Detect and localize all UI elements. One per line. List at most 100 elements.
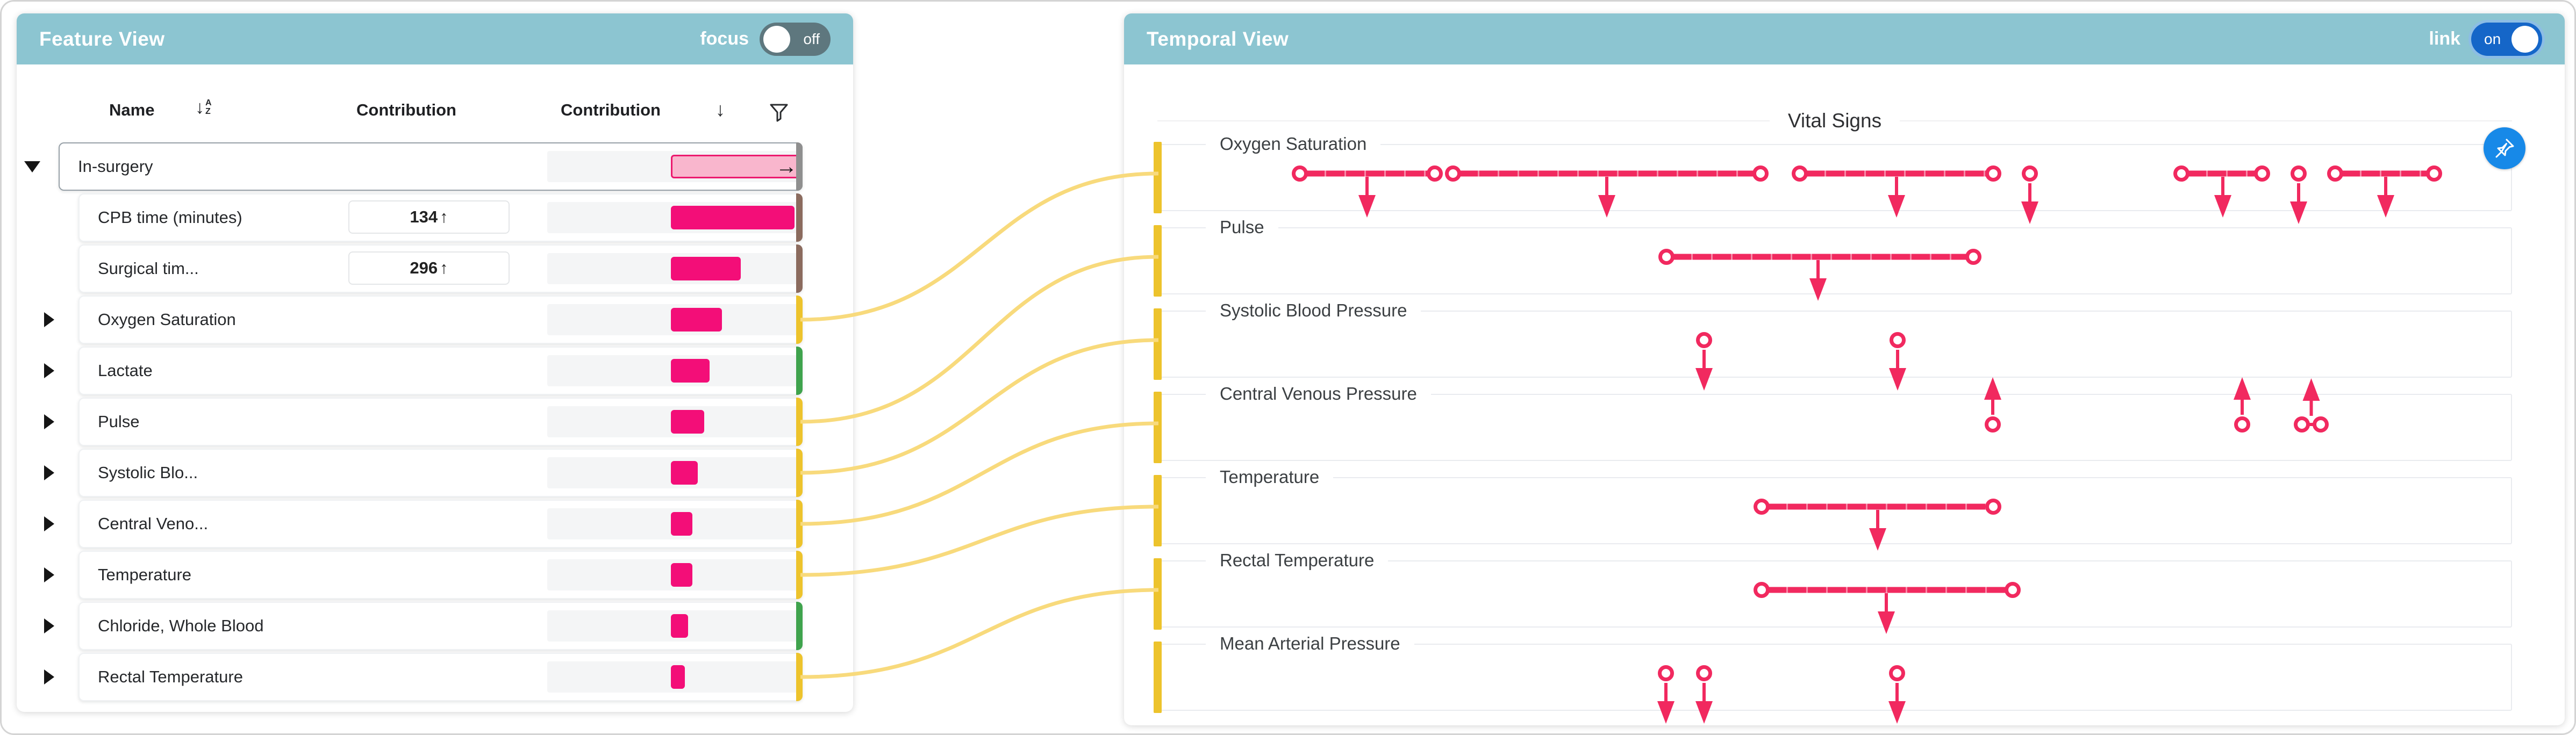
contribution-bar [671, 563, 692, 587]
row-link-anchor-bar [1154, 225, 1162, 297]
contribution-track [547, 406, 800, 437]
focus-toggle-knob[interactable] [763, 25, 790, 53]
category-edge-marker [796, 244, 803, 293]
feature-view-title: Feature View [39, 27, 165, 50]
contribution-bar [671, 359, 710, 383]
link-toggle-knob[interactable] [2511, 25, 2538, 53]
expand-arrow-icon[interactable] [44, 363, 54, 378]
feature-name: Rectal Temperature [98, 667, 243, 686]
contribution-track [547, 202, 800, 233]
expand-arrow-icon[interactable] [44, 312, 54, 327]
contribution-bar [671, 614, 688, 638]
temporal-row[interactable]: Pulse [1154, 217, 2512, 297]
feature-name: Surgical tim... [98, 259, 199, 278]
expand-arrow-icon[interactable] [44, 465, 54, 480]
temporal-row-label: Oxygen Saturation [1206, 134, 1381, 155]
row-link-anchor-bar [1154, 558, 1162, 630]
contribution-bar [671, 461, 698, 485]
category-edge-marker [796, 653, 803, 701]
temporal-row[interactable]: Temperature [1154, 467, 2512, 546]
contribution-track [547, 253, 800, 284]
feature-value: 296 [410, 258, 438, 277]
contribution-bar [671, 308, 722, 332]
column-header-contribution-bar[interactable]: Contribution [561, 100, 661, 119]
column-header-name[interactable]: Name [109, 100, 155, 119]
trend-up-arrow-icon: ↑ [440, 207, 448, 226]
category-edge-marker [796, 398, 803, 446]
pin-button[interactable] [2484, 127, 2525, 169]
category-edge-marker [796, 602, 803, 650]
feature-table-header: Name ↓ A Z Contribution Contribution ↓ [17, 94, 853, 132]
category-edge-marker [796, 347, 803, 395]
link-toggle-label: link [2429, 28, 2460, 49]
feature-row[interactable]: Central Veno... [78, 500, 803, 548]
contribution-track [547, 508, 800, 539]
sort-alphabetical-icon[interactable]: ↓ A Z [195, 98, 212, 117]
expand-arrow-icon[interactable] [44, 567, 54, 582]
feature-row[interactable]: Lactate [78, 347, 803, 395]
feature-name: Lactate [98, 361, 153, 380]
contribution-bar [671, 665, 685, 689]
contribution-track [547, 661, 800, 693]
feature-name: Chloride, Whole Blood [98, 616, 264, 635]
temporal-row[interactable]: Mean Arterial Pressure [1154, 633, 2512, 713]
sort-arrow-glyph: ↓ [195, 97, 204, 118]
trend-up-arrow-icon: ↑ [440, 258, 448, 277]
feature-row[interactable]: Oxygen Saturation [78, 296, 803, 344]
feature-name: Systolic Blo... [98, 463, 198, 482]
feature-value-badge: 134 ↑ [348, 200, 510, 234]
feature-row[interactable]: Systolic Blo... [78, 449, 803, 497]
temporal-view-header: Temporal View link on [1124, 13, 2565, 64]
row-link-anchor-bar [1154, 642, 1162, 713]
contribution-track [547, 457, 800, 488]
contribution-bar [671, 257, 741, 280]
feature-view-header: Feature View focus off [17, 13, 853, 64]
sort-letter-a: A [205, 98, 212, 107]
collapse-arrow-icon[interactable] [24, 161, 40, 172]
feature-row[interactable]: Rectal Temperature [78, 653, 803, 701]
sort-direction-icon[interactable]: ↓ [715, 98, 725, 120]
feature-row[interactable]: Surgical tim... 296 ↑ [78, 244, 803, 293]
expand-arrow-icon[interactable] [44, 516, 54, 531]
contribution-track [547, 559, 800, 590]
expand-arrow-icon[interactable] [44, 414, 54, 429]
temporal-row-label: Systolic Blood Pressure [1206, 300, 1421, 321]
focus-toggle[interactable]: off [760, 22, 831, 56]
feature-temporal-link-curve [800, 505, 1159, 577]
temporal-row[interactable]: Central Venous Pressure [1154, 384, 2512, 463]
feature-name: Oxygen Saturation [98, 310, 236, 329]
feature-row[interactable]: Pulse [78, 398, 803, 446]
row-link-anchor-bar [1154, 142, 1162, 213]
feature-row[interactable]: Temperature [78, 551, 803, 599]
feature-row[interactable]: In-surgery → [59, 142, 803, 191]
temporal-row[interactable]: Oxygen Saturation [1154, 134, 2512, 213]
feature-view-panel: Feature View focus off Name ↓ A Z Contri… [17, 13, 853, 712]
feature-row[interactable]: Chloride, Whole Blood [78, 602, 803, 650]
category-edge-marker [796, 500, 803, 548]
column-header-contribution-value[interactable]: Contribution [356, 100, 456, 119]
expand-arrow-icon[interactable] [44, 669, 54, 684]
expand-arrow-icon[interactable] [44, 618, 54, 633]
feature-temporal-link-curve [800, 171, 1159, 322]
overflow-arrow-icon: → [776, 155, 797, 178]
temporal-row-label: Temperature [1206, 467, 1334, 488]
category-edge-marker [796, 449, 803, 497]
contribution-bar: → [671, 155, 800, 178]
temporal-row[interactable]: Rectal Temperature [1154, 550, 2512, 630]
temporal-view-panel: Temporal View link on Vital Signs Oxygen… [1124, 13, 2565, 725]
temporal-row[interactable]: Systolic Blood Pressure [1154, 300, 2512, 380]
feature-row[interactable]: CPB time (minutes) 134 ↑ [78, 193, 803, 242]
link-toggle[interactable]: on [2471, 22, 2542, 56]
filter-icon[interactable] [767, 100, 791, 124]
temporal-view-title: Temporal View [1147, 27, 1289, 50]
chart-title: Vital Signs [1769, 110, 1900, 132]
contribution-track [547, 610, 800, 642]
focus-toggle-label: focus [700, 28, 749, 49]
category-edge-marker [796, 551, 803, 599]
focus-toggle-state: off [803, 30, 820, 47]
feature-name: Pulse [98, 412, 140, 431]
contribution-bar [671, 512, 692, 536]
feature-value: 134 [410, 207, 438, 226]
contribution-track [547, 355, 800, 386]
